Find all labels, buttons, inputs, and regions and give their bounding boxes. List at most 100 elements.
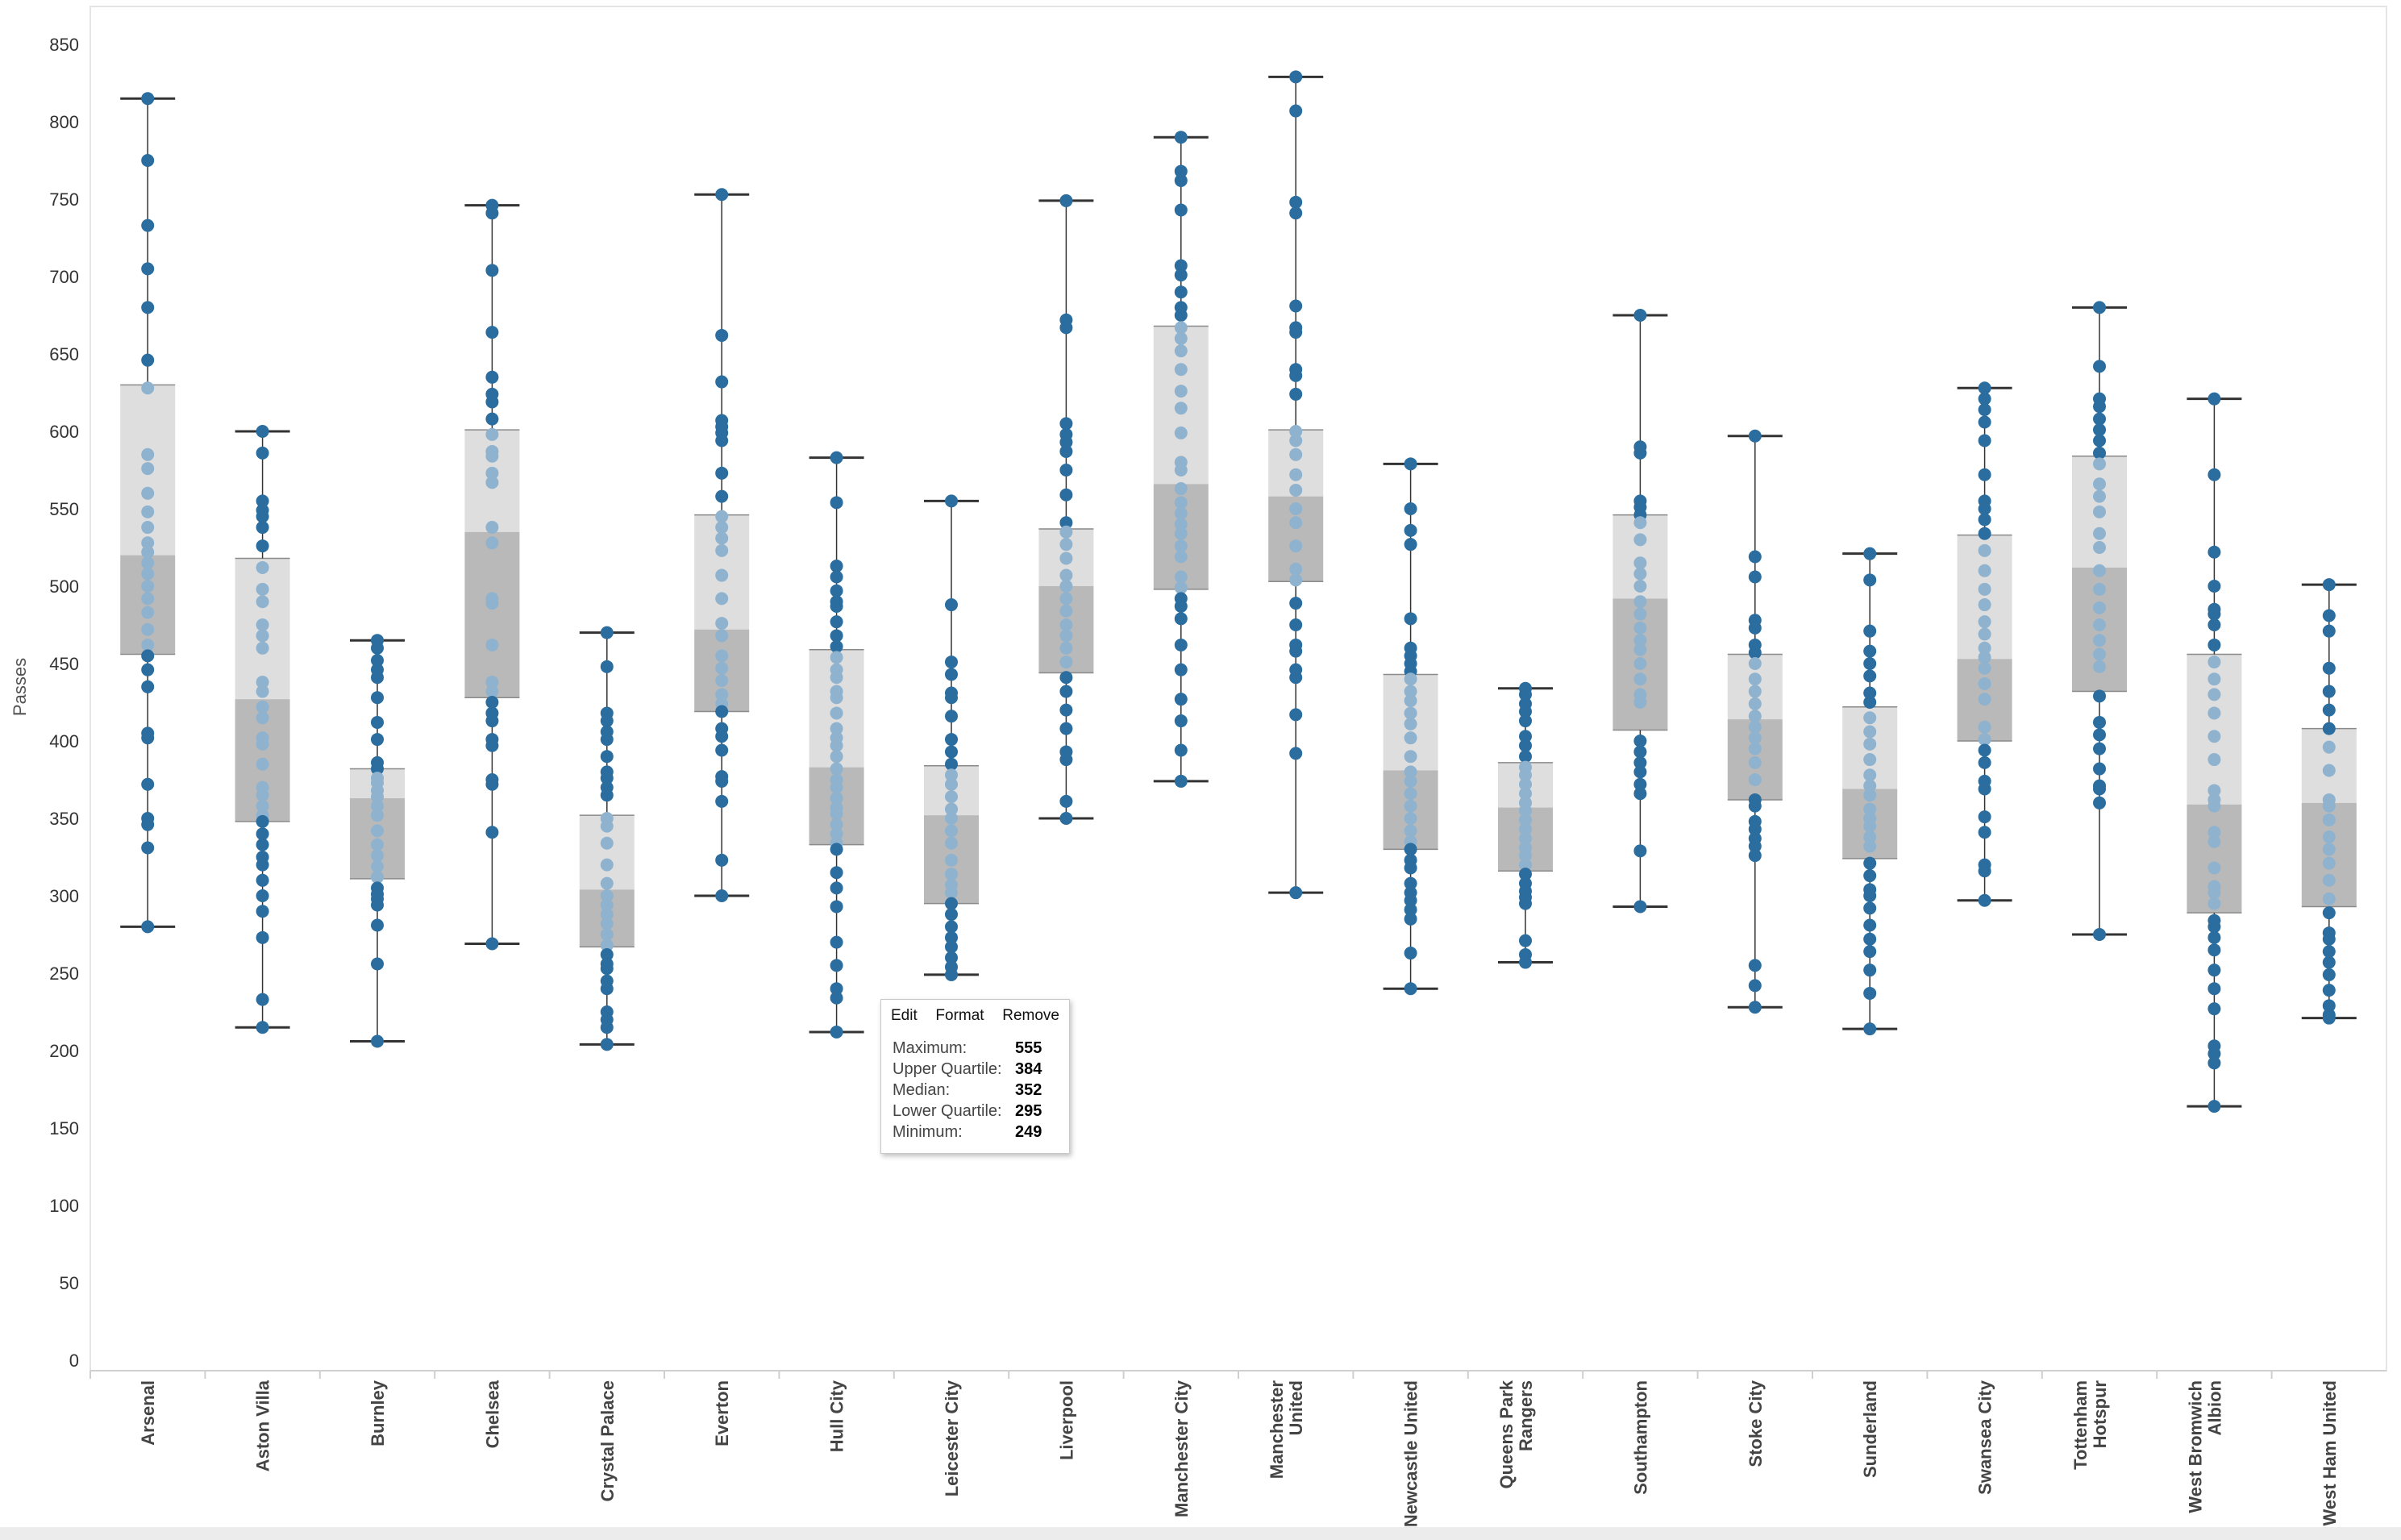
data-point[interactable] <box>830 1025 843 1038</box>
data-point[interactable] <box>1633 777 1647 791</box>
data-point[interactable] <box>1404 912 1417 926</box>
data-point[interactable] <box>1748 755 1762 769</box>
data-point[interactable] <box>256 838 269 851</box>
data-point[interactable] <box>1289 516 1303 530</box>
data-point[interactable] <box>1289 299 1303 313</box>
data-point[interactable] <box>1174 285 1188 299</box>
data-point[interactable] <box>256 1021 269 1034</box>
data-point[interactable] <box>715 774 729 788</box>
data-point[interactable] <box>2208 706 2221 720</box>
data-point[interactable] <box>485 937 499 951</box>
data-point[interactable] <box>1174 363 1188 377</box>
data-point[interactable] <box>1174 570 1188 584</box>
data-point[interactable] <box>1863 737 1877 751</box>
data-point[interactable] <box>945 768 958 782</box>
data-point[interactable] <box>830 807 843 821</box>
data-point[interactable] <box>371 799 384 813</box>
data-point[interactable] <box>1174 203 1188 217</box>
data-point[interactable] <box>830 722 843 735</box>
data-point[interactable] <box>2322 1011 2336 1025</box>
data-point[interactable] <box>2093 796 2106 810</box>
data-point[interactable] <box>1633 900 1647 914</box>
data-point[interactable] <box>2208 784 2221 797</box>
data-point[interactable] <box>830 560 843 573</box>
data-point[interactable] <box>1174 402 1188 415</box>
data-point[interactable] <box>371 870 384 884</box>
data-point[interactable] <box>1633 745 1647 759</box>
data-point[interactable] <box>1863 657 1877 670</box>
data-point[interactable] <box>715 510 729 523</box>
data-point[interactable] <box>1519 730 1532 743</box>
box-lower-3[interactable] <box>464 531 520 698</box>
data-point[interactable] <box>1059 321 1073 335</box>
data-point[interactable] <box>141 545 155 559</box>
data-point[interactable] <box>485 597 499 610</box>
data-point[interactable] <box>1633 309 1647 322</box>
data-point[interactable] <box>256 425 269 438</box>
data-point[interactable] <box>1174 385 1188 398</box>
data-point[interactable] <box>1978 693 1991 706</box>
data-point[interactable] <box>600 962 614 976</box>
data-point[interactable] <box>141 381 155 395</box>
data-point[interactable] <box>715 592 729 606</box>
data-point[interactable] <box>1404 765 1417 779</box>
data-point[interactable] <box>2208 861 2221 875</box>
data-point[interactable] <box>141 301 155 314</box>
data-point[interactable] <box>1978 564 1991 577</box>
data-point[interactable] <box>1059 656 1073 669</box>
data-point[interactable] <box>715 434 729 447</box>
data-point[interactable] <box>256 858 269 872</box>
data-point[interactable] <box>256 889 269 902</box>
data-point[interactable] <box>830 780 843 794</box>
data-point[interactable] <box>2208 638 2221 651</box>
data-point[interactable] <box>2093 601 2106 614</box>
data-point[interactable] <box>1174 612 1188 626</box>
data-point[interactable] <box>256 685 269 698</box>
data-point[interactable] <box>830 827 843 841</box>
data-point[interactable] <box>1174 321 1188 335</box>
data-point[interactable] <box>141 567 155 581</box>
data-point[interactable] <box>256 814 269 828</box>
data-point[interactable] <box>945 691 958 705</box>
data-point[interactable] <box>1059 538 1073 551</box>
data-point[interactable] <box>1633 556 1647 570</box>
data-point[interactable] <box>1978 755 1991 769</box>
data-point[interactable] <box>1059 516 1073 530</box>
data-point[interactable] <box>1404 694 1417 708</box>
data-point[interactable] <box>830 671 843 685</box>
data-point[interactable] <box>1404 612 1417 626</box>
data-point[interactable] <box>485 370 499 384</box>
data-point[interactable] <box>485 638 499 651</box>
data-point[interactable] <box>1748 822 1762 836</box>
data-point[interactable] <box>1289 206 1303 220</box>
data-point[interactable] <box>1404 731 1417 745</box>
data-point[interactable] <box>1174 774 1188 788</box>
data-point[interactable] <box>141 505 155 518</box>
data-point[interactable] <box>1059 580 1073 593</box>
data-point[interactable] <box>485 395 499 409</box>
data-point[interactable] <box>715 188 729 202</box>
data-point[interactable] <box>715 629 729 643</box>
data-point[interactable] <box>945 733 958 747</box>
data-point[interactable] <box>141 622 155 636</box>
data-point[interactable] <box>1174 173 1188 187</box>
data-point[interactable] <box>830 866 843 880</box>
data-point[interactable] <box>485 521 499 535</box>
data-point[interactable] <box>371 898 384 912</box>
data-point[interactable] <box>600 928 614 941</box>
data-point[interactable] <box>830 935 843 949</box>
data-point[interactable] <box>1863 986 1877 1000</box>
data-point[interactable] <box>2322 799 2336 813</box>
data-point[interactable] <box>1059 685 1073 698</box>
data-point[interactable] <box>945 668 958 681</box>
data-point[interactable] <box>1863 1022 1877 1036</box>
data-point[interactable] <box>1289 562 1303 576</box>
data-point[interactable] <box>1289 425 1303 438</box>
data-point[interactable] <box>945 745 958 759</box>
data-point[interactable] <box>2208 392 2221 406</box>
data-point[interactable] <box>1059 812 1073 825</box>
data-point[interactable] <box>830 599 843 613</box>
data-point[interactable] <box>1519 868 1532 881</box>
data-point[interactable] <box>1404 799 1417 813</box>
data-point[interactable] <box>715 328 729 342</box>
